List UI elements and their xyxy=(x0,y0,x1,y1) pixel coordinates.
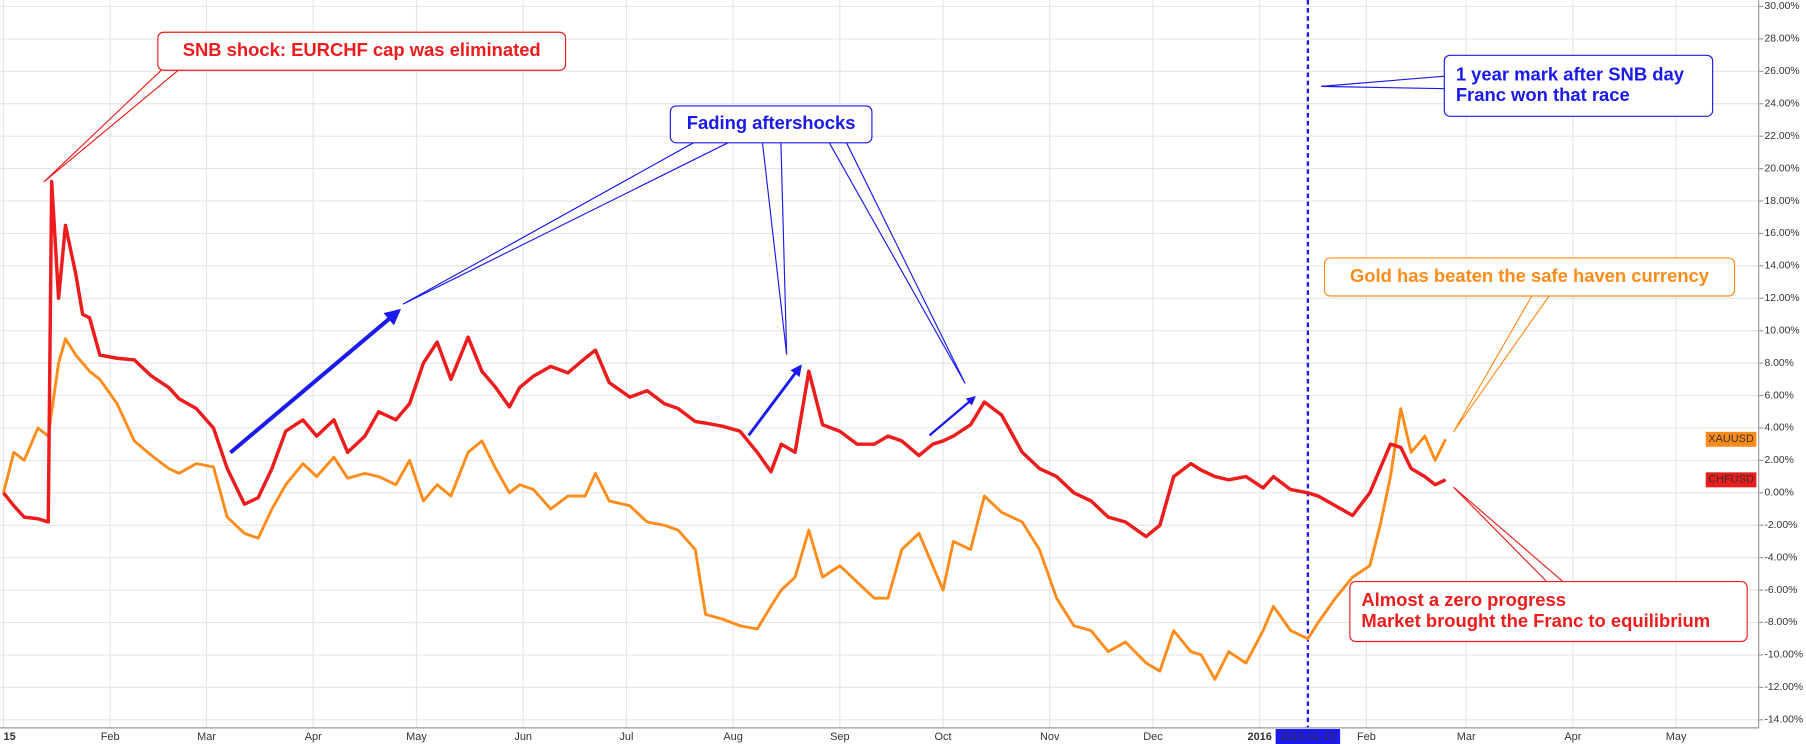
callout-pointer xyxy=(1453,295,1550,433)
plot xyxy=(2,179,1447,681)
y-tick-label: -4.00% xyxy=(1764,552,1797,563)
callout-box xyxy=(669,105,873,144)
x-tick-label: Mar xyxy=(1457,731,1476,743)
y-tick-label: -12.00% xyxy=(1764,682,1803,693)
callout-pointer xyxy=(1321,75,1447,90)
x-tick-label: May xyxy=(1666,731,1687,743)
y-tick-label: 0.00% xyxy=(1764,488,1793,499)
y-tick-label: 14.00% xyxy=(1764,261,1799,272)
crosshair-label: 2016-01-15 xyxy=(1280,731,1336,743)
callout-text: Gold has beaten the safe haven currency xyxy=(1350,265,1710,286)
y-tick-label: 2.00% xyxy=(1764,455,1793,466)
callout-pointer xyxy=(761,142,788,355)
arrow xyxy=(928,396,976,437)
callout-pointer xyxy=(402,142,729,305)
callout-text: Fading aftershocks xyxy=(687,112,856,133)
x-tick-label: Dec xyxy=(1143,731,1163,743)
x-tick-label: 15 xyxy=(4,731,16,743)
x-tick-label: Nov xyxy=(1040,731,1060,743)
x-tick-label: Feb xyxy=(1357,731,1376,743)
x-tick-label: Sep xyxy=(830,731,849,743)
callout-pointer xyxy=(1453,486,1564,583)
y-tick-label: 12.00% xyxy=(1764,293,1799,304)
y-tick-label: 26.00% xyxy=(1764,66,1799,77)
last-value-box xyxy=(1705,472,1757,488)
y-tick-label: 24.00% xyxy=(1764,98,1799,109)
x-tick-label: Apr xyxy=(1564,731,1581,743)
y-tick-label: -8.00% xyxy=(1764,617,1797,628)
y-tick-label: 20.00% xyxy=(1764,163,1799,174)
x-tick-label: 2016 xyxy=(1248,731,1272,743)
arrow xyxy=(229,308,402,455)
x-tick-label: Apr xyxy=(305,731,322,743)
crosshair-label-box xyxy=(1275,729,1341,744)
callout-pointer xyxy=(828,142,966,384)
decorations xyxy=(43,68,1564,583)
callout-text: SNB shock: EURCHF cap was eliminated xyxy=(183,39,541,60)
last-value-box xyxy=(1705,431,1757,447)
callout-text: 1 year mark after SNB day xyxy=(1456,63,1685,84)
x-tick-label: May xyxy=(406,731,427,743)
y-tick-label: 30.00% xyxy=(1764,1,1799,12)
x-tick-label: Feb xyxy=(101,731,120,743)
y-tick-label: -10.00% xyxy=(1764,650,1803,661)
legend-label: CHFUSD xyxy=(1708,474,1754,486)
y-tick-label: 22.00% xyxy=(1764,131,1799,142)
x-tick-label: Jun xyxy=(514,731,532,743)
callout-text: Franc won that race xyxy=(1456,84,1630,105)
callout-pointer xyxy=(43,68,181,183)
callout-text: Almost a zero progress xyxy=(1361,589,1566,610)
series-line xyxy=(2,179,1447,539)
callout-box xyxy=(157,31,567,71)
y-tick-label: 16.00% xyxy=(1764,228,1799,239)
y-tick-label: 8.00% xyxy=(1764,358,1793,369)
y-tick-label: -2.00% xyxy=(1764,520,1797,531)
arrow xyxy=(747,364,802,437)
y-tick-label: 18.00% xyxy=(1764,196,1799,207)
series-line xyxy=(2,337,1447,681)
legend-label: XAUUSD xyxy=(1708,433,1754,445)
annotations: SNB shock: EURCHF cap was eliminated Fadi… xyxy=(157,31,1748,643)
callout-box xyxy=(1443,54,1714,117)
x-tick-label: Aug xyxy=(723,731,742,743)
y-tick-label: -6.00% xyxy=(1764,585,1797,596)
x-tick-label: Mar xyxy=(197,731,216,743)
callout-box xyxy=(1349,581,1748,643)
y-tick-label: -14.00% xyxy=(1764,715,1803,726)
callout-box xyxy=(1323,257,1736,297)
callout-text: Market brought the Franc to equilibrium xyxy=(1361,610,1710,631)
y-tick-label: 10.00% xyxy=(1764,325,1799,336)
y-tick-label: 6.00% xyxy=(1764,390,1793,401)
x-tick-label: Oct xyxy=(935,731,952,743)
y-tick-label: 4.00% xyxy=(1764,423,1793,434)
x-tick-label: Jul xyxy=(619,731,633,743)
y-tick-label: 28.00% xyxy=(1764,34,1799,45)
